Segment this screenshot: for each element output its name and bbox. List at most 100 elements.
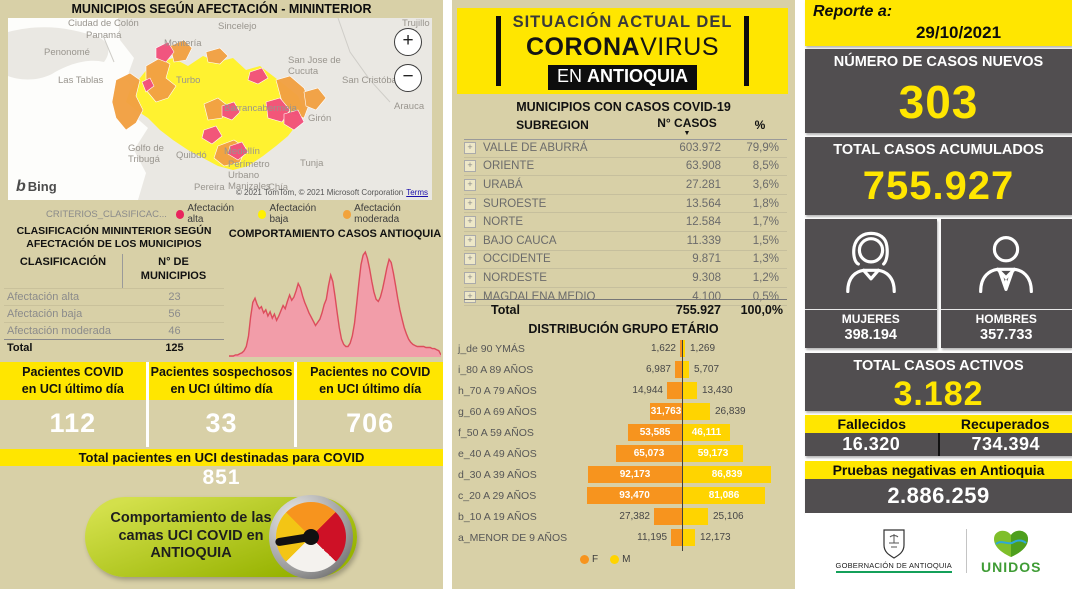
uci-kpi-card: Pacientes COVIDen UCI último día112 [0,362,146,447]
map-place-label: Ciudad de Colón [68,19,139,30]
expand-icon[interactable]: + [464,216,476,228]
age-group-label: b_10 A 19 AÑOS [458,511,570,523]
subregion-row[interactable]: +ORIENTE63.9088,5% [464,158,787,177]
col-num-municipios[interactable]: N° DE MUNICIPIOS [123,254,224,288]
f-bar[interactable] [675,361,682,378]
map-zoom-out-button[interactable]: − [394,64,422,92]
pyramid-bars: 6,9875,707 [570,361,789,378]
classification-value: 56 [125,308,224,320]
map-place-label: Tunja [300,159,323,170]
subregion-cases: 63.908 [647,160,733,172]
col-subregion[interactable]: SUBREGION [464,116,641,137]
map-terms-link[interactable]: Terms [406,188,428,197]
men-cases-card: HOMBRES 357.733 [941,219,1072,348]
f-value-label: 53,585 [628,424,682,441]
classification-row[interactable]: Afectación baja56 [4,305,224,322]
deaths-label: Fallecidos [805,415,939,433]
pyramid-row: j_de 90 YMÁS1,6221,269 [458,340,789,357]
f-value-label: 11,195 [637,529,667,546]
age-group-label: i_80 A 89 AÑOS [458,364,570,376]
logo-divider [966,529,967,573]
m-value-label: 81,086 [683,487,765,504]
pyramid-row: f_50 A 59 AÑOS53,58546,111 [458,424,789,441]
pyramid-row: b_10 A 19 AÑOS27,38225,106 [458,508,789,525]
m-bar[interactable] [683,382,697,399]
expand-icon[interactable]: + [464,142,476,154]
map-place-label: Turbo [176,76,200,87]
uci-beds-behavior-button[interactable]: Comportamiento de las camas UCI COVID en… [85,497,357,577]
classification-row[interactable]: Afectación moderada46 [4,322,224,339]
legend-dot-icon [258,210,266,219]
map-place-label: Pereira [194,183,225,194]
classification-row[interactable]: Afectación alta23 [4,288,224,305]
banner-line3: EN ANTIOQUIA [548,65,697,90]
subregion-row[interactable]: +NORDESTE9.3081,2% [464,269,787,288]
subregion-name: URABÁ [483,179,647,191]
pyramid-bars: 14,94413,430 [570,382,789,399]
recovered-value: 734.394 [940,433,1072,456]
pyramid-row: e_40 A 49 AÑOS65,07359,173 [458,445,789,462]
subregion-percent: 1,8% [733,198,787,210]
pyramid-legend-item[interactable]: F [580,554,598,565]
subregion-row[interactable]: +OCCIDENTE9.8711,3% [464,251,787,270]
map-place-label: Girón [308,114,331,125]
area-chart[interactable] [229,246,441,358]
m-bar[interactable] [683,340,685,357]
map-canvas [8,18,432,200]
expand-icon[interactable]: + [464,235,476,247]
map-place-label: Montería [164,39,202,50]
expand-icon[interactable]: + [464,253,476,265]
footer-logos: GOBERNACIÓN DE ANTIOQUIA UNIDOS [805,513,1072,589]
bing-map[interactable]: Ciudad de ColónPanamáPenonoméLas TablasM… [8,18,432,200]
f-bar[interactable] [671,529,682,546]
m-value-label: 46,111 [683,424,730,441]
legend-field-name: CRITERIOS_CLASIFICAC... [46,209,167,220]
map-place-label: Arauca [394,102,424,113]
col-clasificacion[interactable]: CLASIFICACIÓN [4,254,123,288]
f-bar[interactable] [654,508,682,525]
age-group-label: c_20 A 29 AÑOS [458,490,570,502]
subregion-row[interactable]: +NORTE12.5841,7% [464,213,787,232]
m-bar[interactable] [683,529,695,546]
classification-name: Afectación alta [4,291,125,303]
classification-name: Afectación baja [4,308,125,320]
subregion-name: OCCIDENTE [483,253,647,265]
f-bar[interactable] [667,382,682,399]
expand-icon[interactable]: + [464,179,476,191]
col-percent[interactable]: % [733,116,787,137]
pyramid-row: h_70 A 79 AÑOS14,94413,430 [458,382,789,399]
gobernacion-crest-icon [881,529,907,559]
pyramid-bars: 27,38225,106 [570,508,789,525]
total-cases-box: TOTAL CASOS ACUMULADOS 755.927 [805,137,1072,215]
map-zoom-in-button[interactable]: + [394,28,422,56]
m-bar[interactable] [683,508,708,525]
expand-icon[interactable]: + [464,198,476,210]
pyramid-bars: 93,47081,086 [570,487,789,504]
legend-dot-icon [580,555,589,564]
age-pyramid-title: DISTRIBUCIÓN GRUPO ETÁRIO [452,322,795,336]
pyramid-legend-item[interactable]: M [610,554,630,565]
subregion-row[interactable]: +VALLE DE ABURRÁ603.97279,9% [464,139,787,158]
expand-icon[interactable]: + [464,160,476,172]
municipios-total-row: Total 755.927 100,0% [464,299,787,319]
classification-name: Afectación moderada [4,325,125,337]
subregion-percent: 79,9% [733,142,787,154]
expand-icon[interactable]: + [464,272,476,284]
women-value: 398.194 [805,327,937,343]
bing-b-icon: b [16,178,26,195]
subregion-row[interactable]: +URABÁ27.2813,6% [464,176,787,195]
subregion-name: SUROESTE [483,198,647,210]
gauge-hub [303,529,319,545]
m-bar[interactable] [683,361,689,378]
uci-total-label: Total pacientes en UCI destinadas para C… [0,449,443,466]
subregion-cases: 9.308 [647,272,733,284]
subregion-row[interactable]: +BAJO CAUCA11.3391,5% [464,232,787,251]
behavior-chart-title: COMPORTAMIENTO CASOS ANTIOQUIA [228,222,442,240]
negative-tests-header: Pruebas negativas en Antioquia [805,461,1072,479]
left-panel: MUNICIPIOS SEGÚN AFECTACIÓN - MININTERIO… [0,0,443,589]
col-casos-sort[interactable]: N° CASOS ▼ [641,116,733,137]
m-bar[interactable] [683,403,710,420]
uci-kpi-card: Pacientes no COVIDen UCI último día706 [294,362,443,447]
subregion-row[interactable]: +SUROESTE13.5641,8% [464,195,787,214]
uci-title-line2: en UCI último día [149,381,295,398]
